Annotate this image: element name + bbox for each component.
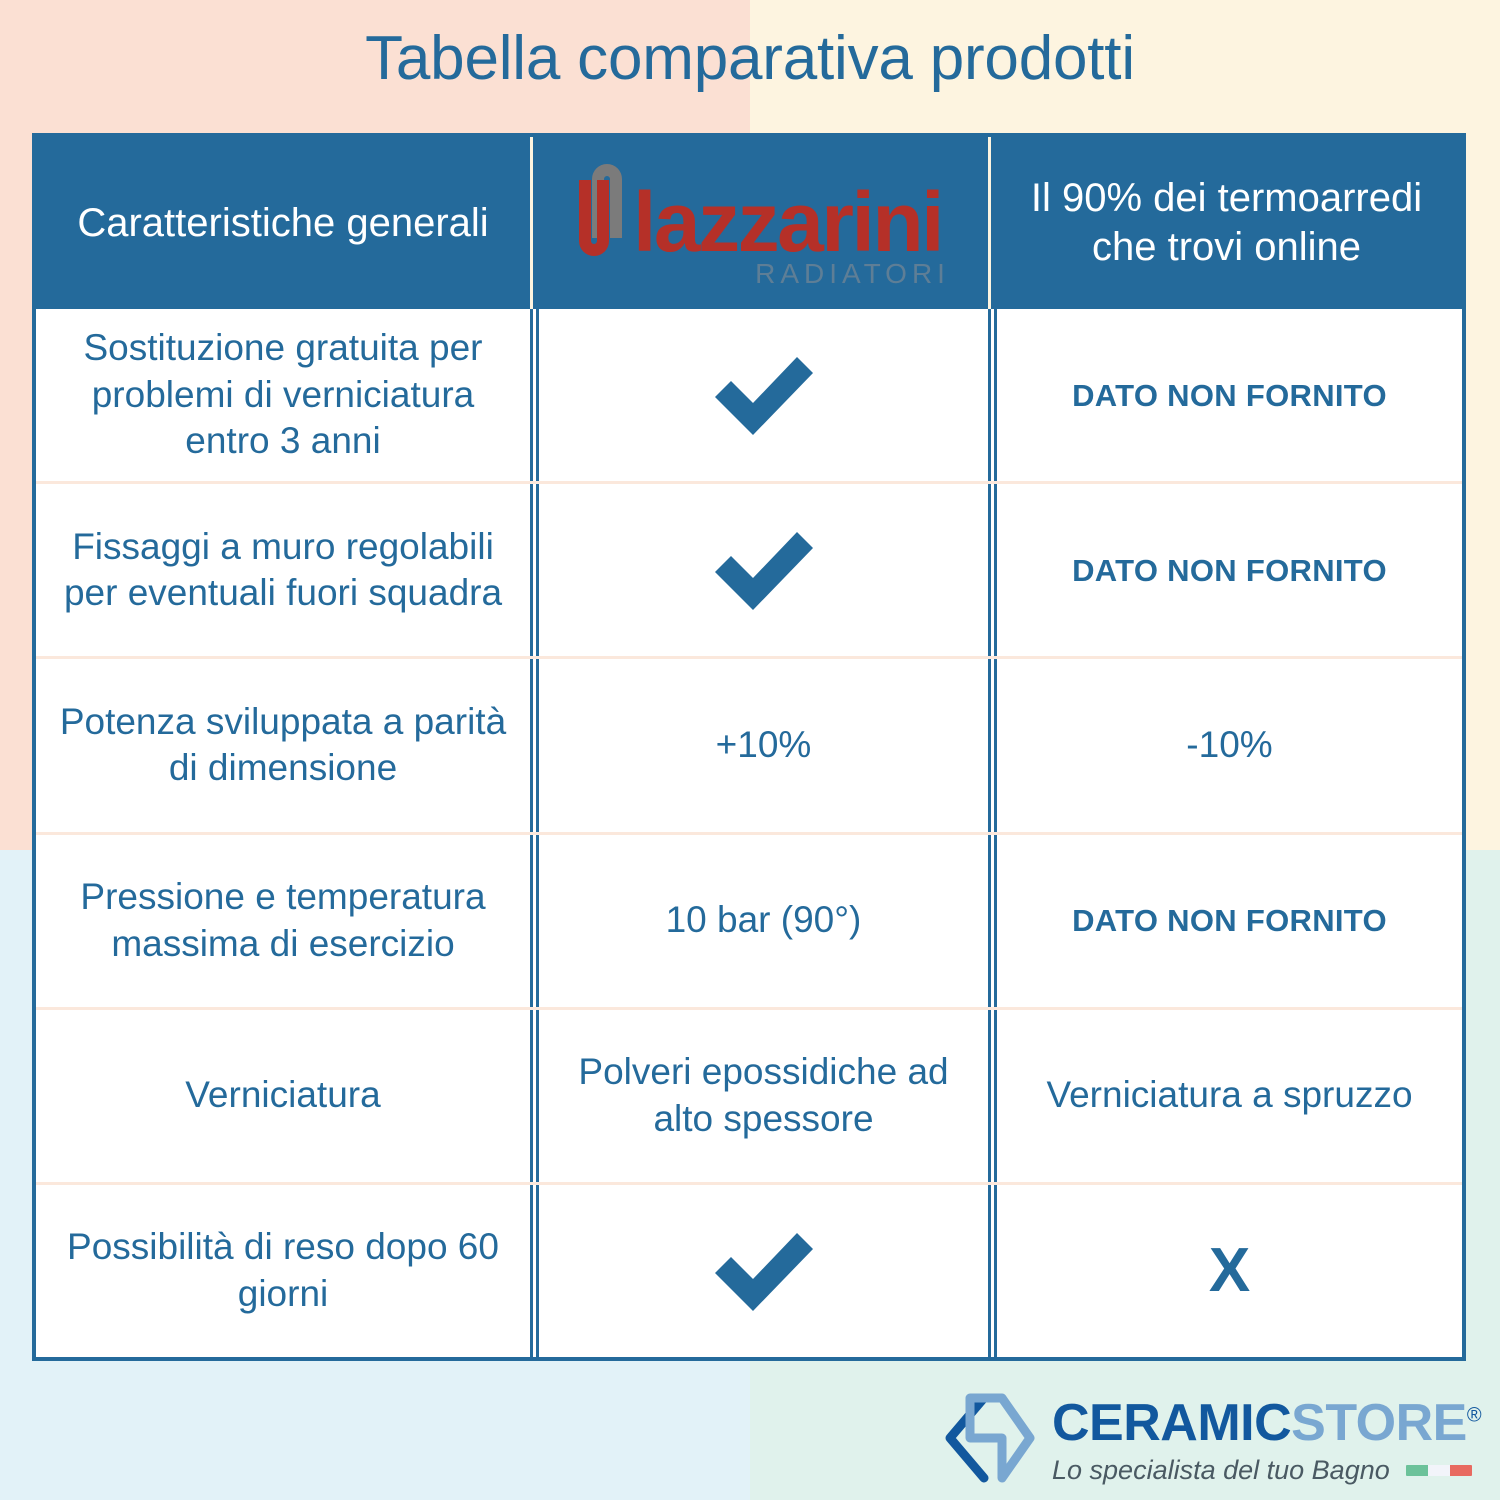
row-lazzarini-value: Polveri epossidiche ad alto spessore xyxy=(578,1051,949,1139)
table-row: Possibilità di reso dopo 60 giorni X xyxy=(36,1181,1462,1358)
table-row: Fissaggi a muro regolabili per eventuali… xyxy=(36,481,1462,657)
row-lazzarini-cell xyxy=(530,1184,988,1358)
row-lazzarini-cell xyxy=(530,484,988,657)
row-feature-label: Fissaggi a muro regolabili per eventuali… xyxy=(63,525,503,614)
row-competitor-cell: X xyxy=(988,1184,1462,1358)
table-body: Sostituzione gratuita per problemi di ve… xyxy=(36,309,1462,1358)
row-competitor-value: DATO NON FORNITO xyxy=(1072,552,1387,588)
row-lazzarini-cell: 10 bar (90°) xyxy=(530,834,988,1007)
lazzarini-subtitle: RADIATORI xyxy=(755,258,950,289)
row-competitor-cell: DATO NON FORNITO xyxy=(988,834,1462,1007)
italy-flag-icon xyxy=(1405,1465,1472,1476)
row-lazzarini-cell: +10% xyxy=(530,659,988,832)
row-competitor-cell: Verniciatura a spruzzo xyxy=(988,1009,1462,1182)
ceramicstore-arrows-icon xyxy=(940,1392,1036,1489)
row-feature-cell: Verniciatura xyxy=(36,1010,530,1182)
row-feature-label: Possibilità di reso dopo 60 giorni xyxy=(67,1226,499,1314)
row-competitor-cell: DATO NON FORNITO xyxy=(988,484,1462,657)
row-feature-cell: Fissaggi a muro regolabili per eventuali… xyxy=(36,484,530,656)
row-lazzarini-cell xyxy=(530,309,988,482)
lazzarini-logo: lazzarini RADIATORI xyxy=(579,158,945,288)
row-competitor-value: DATO NON FORNITO xyxy=(1072,377,1387,413)
ceramicstore-word-secondary: STORE xyxy=(1291,1394,1467,1452)
page-title: Tabella comparativa prodotti xyxy=(365,24,1135,93)
table-row: Potenza sviluppata a parità di dimension… xyxy=(36,656,1462,832)
row-competitor-cell: DATO NON FORNITO xyxy=(988,309,1462,482)
table-row: Sostituzione gratuita per problemi di ve… xyxy=(36,309,1462,482)
ceramicstore-wordmark: CERAMICSTORE® xyxy=(1052,1394,1482,1452)
row-competitor-value: Verniciatura a spruzzo xyxy=(1046,1074,1413,1116)
lazzarini-wordmark: lazzarini xyxy=(633,174,944,269)
table-header-features: Caratteristiche generali xyxy=(36,137,530,309)
cross-icon: X xyxy=(1208,1235,1251,1305)
table-header-lazzarini: lazzarini RADIATORI xyxy=(530,137,988,309)
row-feature-label: Potenza sviluppata a parità di dimension… xyxy=(59,700,507,789)
row-feature-label: Sostituzione gratuita per problemi di ve… xyxy=(83,327,483,462)
row-lazzarini-cell: Polveri epossidiche ad alto spessore xyxy=(530,1009,988,1182)
ceramicstore-text-block: CERAMICSTORE® Lo specialista del tuo Bag… xyxy=(1052,1394,1482,1484)
row-feature-cell: Pressione e temperatura massima di eserc… xyxy=(36,835,530,1007)
row-feature-cell: Potenza sviluppata a parità di dimension… xyxy=(36,659,530,831)
row-lazzarini-value: +10% xyxy=(715,724,812,766)
table-header-features-label: Caratteristiche generali xyxy=(77,200,489,245)
table-header-competitor: Il 90% dei termoarredi che trovi online xyxy=(988,137,1462,309)
row-feature-label: Pressione e temperatura massima di eserc… xyxy=(80,875,486,964)
table-row: Pressione e temperatura massima di eserc… xyxy=(36,831,1462,1007)
check-icon xyxy=(709,528,819,612)
ceramicstore-word-primary: CERAMIC xyxy=(1052,1394,1292,1452)
table-header-row: Caratteristiche generali lazzarini RADIA… xyxy=(36,137,1462,309)
lazzarini-hook-icon xyxy=(579,164,623,256)
row-feature-cell: Sostituzione gratuita per problemi di ve… xyxy=(36,309,530,481)
ceramicstore-tagline: Lo specialista del tuo Bagno xyxy=(1052,1455,1390,1485)
row-competitor-cell: -10% xyxy=(988,659,1462,832)
row-lazzarini-value: 10 bar (90°) xyxy=(665,899,862,941)
row-feature-cell: Possibilità di reso dopo 60 giorni xyxy=(36,1185,530,1357)
check-icon xyxy=(709,1229,819,1313)
lazzarini-wordmark-row: lazzarini xyxy=(579,164,944,269)
row-feature-label: Verniciatura xyxy=(185,1074,381,1116)
ceramicstore-logo: CERAMICSTORE® Lo specialista del tuo Bag… xyxy=(940,1392,1482,1489)
ceramicstore-tagline-row: Lo specialista del tuo Bagno xyxy=(1052,1457,1481,1484)
table-row: Verniciatura Polveri epossidiche ad alto … xyxy=(36,1006,1462,1182)
registered-trademark-icon: ® xyxy=(1466,1404,1482,1427)
check-icon xyxy=(709,353,819,437)
comparison-table: Caratteristiche generali lazzarini RADIA… xyxy=(32,133,1466,1361)
row-competitor-value: DATO NON FORNITO xyxy=(1072,903,1387,939)
row-competitor-value: -10% xyxy=(1186,724,1273,766)
table-header-competitor-label: Il 90% dei termoarredi che trovi online xyxy=(1030,176,1423,269)
